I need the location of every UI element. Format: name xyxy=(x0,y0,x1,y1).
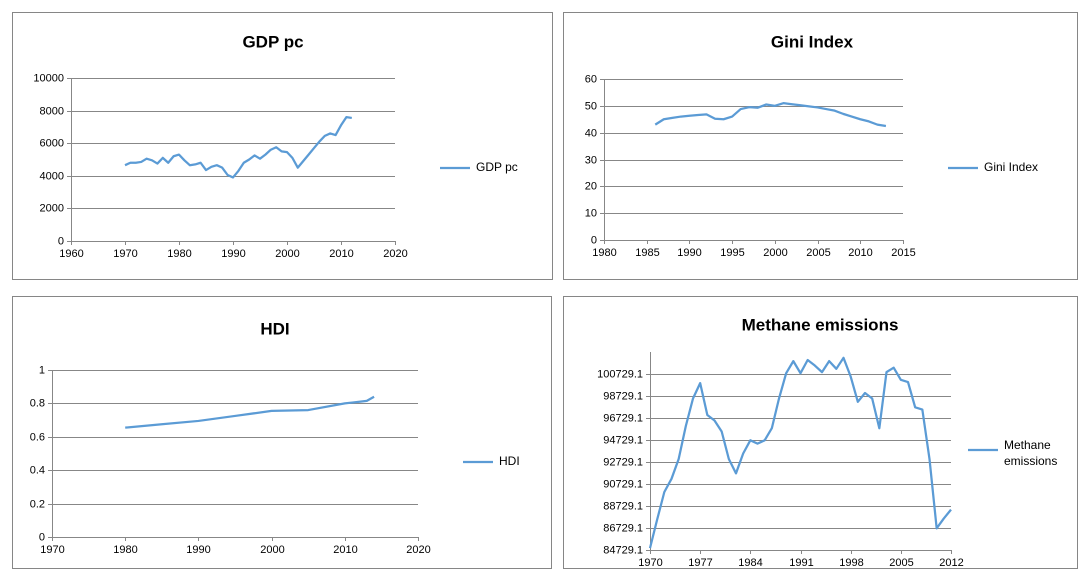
x-tick-label: 1990 xyxy=(221,248,245,260)
x-tick-label: 1985 xyxy=(635,247,659,259)
x-tick-label: 2020 xyxy=(406,544,430,556)
x-tick-label: 2005 xyxy=(806,247,830,259)
data-line xyxy=(654,102,887,128)
y-tick-label: 0.2 xyxy=(30,498,45,510)
x-tick-label: 2010 xyxy=(848,247,872,259)
y-tick-label: 0 xyxy=(58,235,64,247)
chart-panel xyxy=(563,296,1078,569)
y-tick-label: 10 xyxy=(585,207,597,219)
y-tick-label: 88729.1 xyxy=(603,500,643,512)
x-tick-label: 2012 xyxy=(939,557,963,569)
x-tick-label: 1970 xyxy=(40,544,64,556)
x-tick-label: 1980 xyxy=(167,248,191,260)
y-tick-label: 84729.1 xyxy=(603,544,643,556)
x-tick-label: 1991 xyxy=(789,557,813,569)
chart-panel xyxy=(563,12,1078,280)
x-tick-label: 1990 xyxy=(677,247,701,259)
chart-title: Methane emissions xyxy=(742,315,899,334)
data-line xyxy=(124,115,352,179)
legend-label: HDI xyxy=(499,454,520,468)
y-tick-label: 1 xyxy=(39,364,45,376)
y-tick-label: 60 xyxy=(585,73,597,85)
data-line xyxy=(125,395,375,429)
y-tick-label: 98729.1 xyxy=(603,390,643,402)
chart-title: Gini Index xyxy=(771,32,854,51)
y-tick-label: 0 xyxy=(591,234,597,246)
legend-label: Methane emissions xyxy=(1004,438,1058,468)
y-tick-label: 6000 xyxy=(40,137,64,149)
y-tick-label: 0 xyxy=(39,531,45,543)
x-tick-label: 2005 xyxy=(889,557,913,569)
y-tick-label: 4000 xyxy=(40,170,64,182)
y-tick-label: 92729.1 xyxy=(603,456,643,468)
y-tick-label: 94729.1 xyxy=(603,434,643,446)
x-tick-label: 2015 xyxy=(891,247,915,259)
y-tick-label: 2000 xyxy=(40,202,64,214)
chart-panel xyxy=(12,296,552,569)
y-tick-label: 10000 xyxy=(33,72,64,84)
x-tick-label: 1984 xyxy=(738,557,762,569)
x-tick-label: 1980 xyxy=(113,544,137,556)
x-tick-label: 2000 xyxy=(260,544,284,556)
x-tick-label: 1998 xyxy=(839,557,863,569)
chart-title: HDI xyxy=(260,319,289,338)
y-tick-label: 8000 xyxy=(40,105,64,117)
y-tick-label: 20 xyxy=(585,180,597,192)
legend-box: Methane emissions xyxy=(1004,438,1058,468)
legend-label: Gini Index xyxy=(984,160,1038,174)
y-tick-label: 100729.1 xyxy=(597,368,643,380)
y-tick-label: 50 xyxy=(585,100,597,112)
y-tick-label: 0.6 xyxy=(30,431,45,443)
x-tick-label: 1960 xyxy=(59,248,83,260)
y-tick-label: 90729.1 xyxy=(603,478,643,490)
y-tick-label: 86729.1 xyxy=(603,522,643,534)
chart-panel xyxy=(12,12,553,280)
x-tick-label: 1977 xyxy=(688,557,712,569)
x-tick-label: 1990 xyxy=(186,544,210,556)
chart-title: GDP pc xyxy=(242,32,303,51)
x-tick-label: 1980 xyxy=(592,247,616,259)
x-tick-label: 1970 xyxy=(638,557,662,569)
y-tick-label: 96729.1 xyxy=(603,412,643,424)
y-tick-label: 0.8 xyxy=(30,397,45,409)
x-tick-label: 2020 xyxy=(383,248,407,260)
y-tick-label: 0.4 xyxy=(30,464,45,476)
data-line xyxy=(648,356,952,549)
legend-label: GDP pc xyxy=(476,160,518,174)
x-tick-label: 2010 xyxy=(333,544,357,556)
x-tick-label: 1970 xyxy=(113,248,137,260)
x-tick-label: 2000 xyxy=(275,248,299,260)
y-tick-label: 30 xyxy=(585,154,597,166)
x-tick-label: 1995 xyxy=(720,247,744,259)
y-tick-label: 40 xyxy=(585,127,597,139)
x-tick-label: 2000 xyxy=(763,247,787,259)
x-tick-label: 2010 xyxy=(329,248,353,260)
